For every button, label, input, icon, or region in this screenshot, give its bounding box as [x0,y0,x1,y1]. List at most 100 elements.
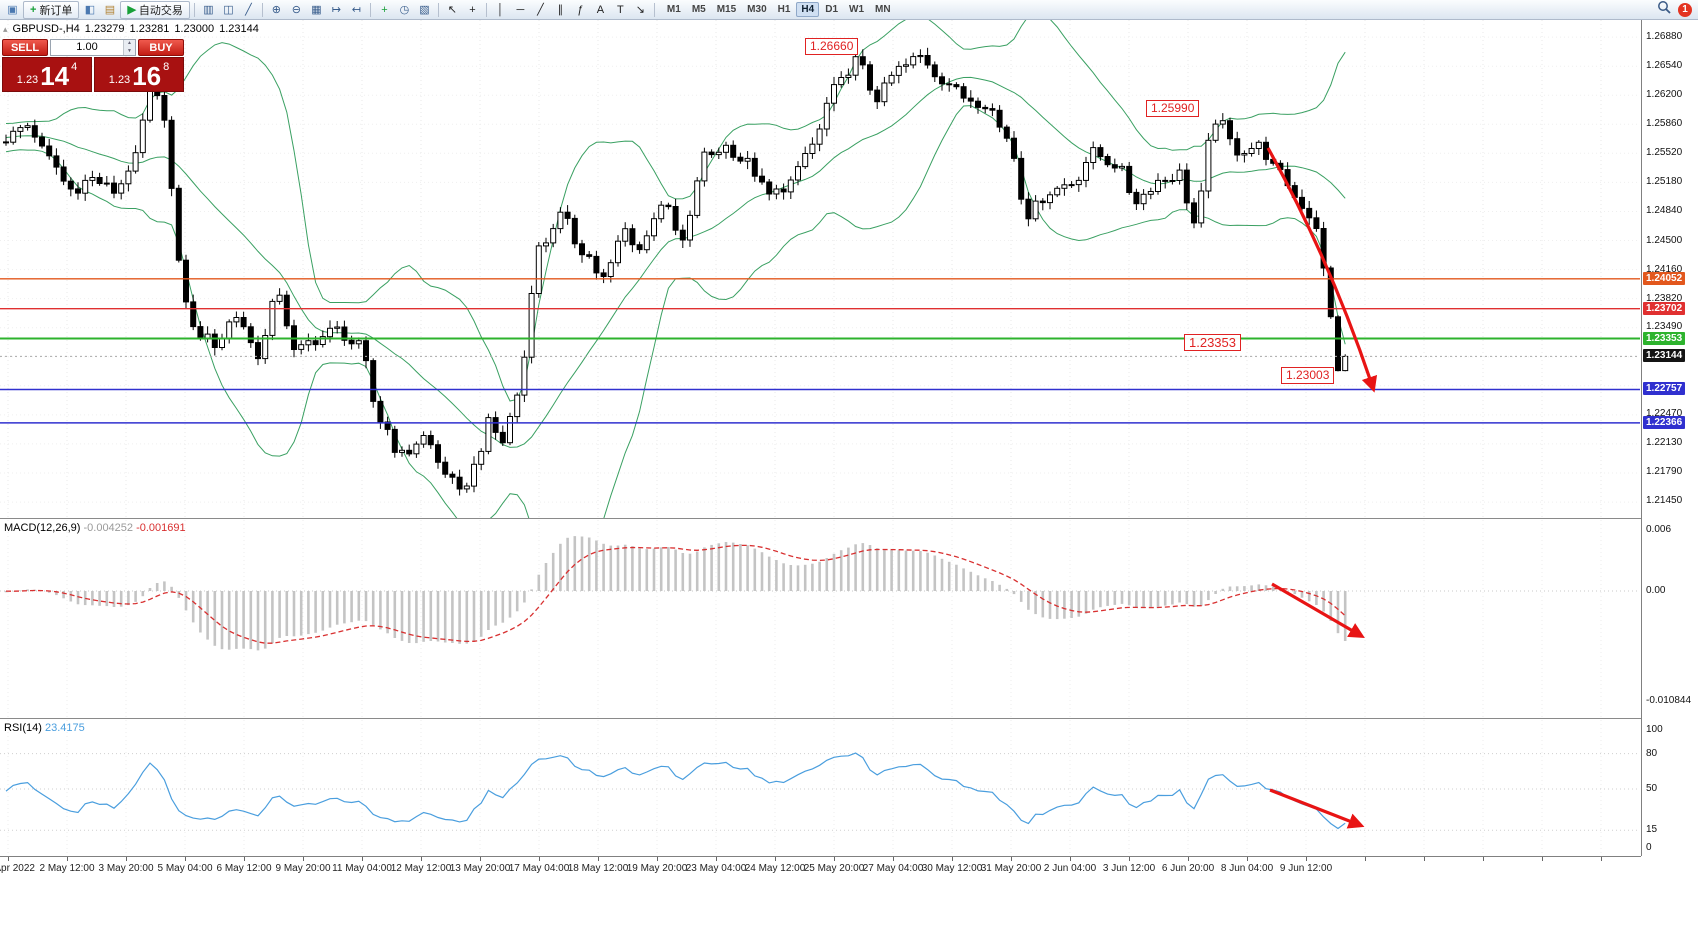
rsi-panel-canvas[interactable] [0,720,1640,856]
scale-label: 1.23820 [1646,293,1683,304]
symbol-period-label: GBPUSD-,H4 [12,23,80,35]
vertical-line-icon[interactable]: │ [496,3,504,16]
panel-separator[interactable] [0,718,1698,719]
timeframe-h1-button[interactable]: H1 [777,4,791,15]
price-badge: 1.22757 [1643,382,1686,395]
text-label-icon[interactable]: T [617,3,624,16]
scale-label: 0 [1646,842,1652,853]
indicators-icon[interactable]: + [381,3,388,16]
chart-shift-icon[interactable]: ↤ [351,3,362,16]
time-axis-tick [1424,857,1425,861]
zoom-in-icon[interactable]: ⊕ [271,3,282,16]
time-axis-label: 17 May 04:00 [508,863,570,874]
bar-chart-icon[interactable]: ▥ [203,3,214,16]
scale-label: 1.21790 [1646,466,1683,477]
time-axis-tick [657,857,658,861]
cursor-icon[interactable]: ↖ [447,3,458,16]
one-click-toggle-icon[interactable]: ▴ [3,23,8,34]
candlestick-chart-icon[interactable]: ◫ [223,3,234,16]
scale-label: 1.25860 [1646,118,1683,129]
timeframe-h4-button[interactable]: H4 [796,2,820,17]
text-icon[interactable]: A [596,3,605,16]
toolbar-separator [485,2,487,17]
time-axis-tick [126,857,127,861]
time-axis-tick [775,857,776,861]
time-axis-label: 9 May 20:00 [275,863,331,874]
data-window-icon[interactable]: ▤ [104,3,116,16]
trendline-icon[interactable]: ╱ [537,3,544,16]
search-icon[interactable] [1657,0,1671,19]
spinner-down-icon[interactable]: ▼ [124,47,135,55]
timeframe-mn-button[interactable]: MN [875,4,891,15]
scale-label: 1.24840 [1646,205,1683,216]
price-annotation[interactable]: 1.23353 [1184,334,1241,351]
line-chart-icon[interactable]: ╱ [245,3,252,16]
time-axis-tick [1011,857,1012,861]
time-axis-tick [1365,857,1366,861]
panel-separator[interactable] [0,518,1698,519]
new-order-button[interactable]: + 新订单 [23,0,80,19]
autotrading-button[interactable]: ▶ 自动交易 [120,0,190,19]
horizontal-line-icon[interactable]: ─ [516,3,525,16]
sell-price[interactable]: 1.23 14 4 [2,57,92,92]
price-annotation[interactable]: 1.25990 [1146,100,1200,117]
timeframe-d1-button[interactable]: D1 [825,4,839,15]
equidistant-channel-icon[interactable]: ∥ [557,3,564,16]
fibonacci-icon[interactable]: ƒ [577,3,584,16]
crosshair-icon[interactable]: + [469,3,476,16]
volume-field[interactable]: 1.00 ▲ ▼ [50,39,136,56]
tile-windows-icon[interactable]: ▦ [311,3,322,16]
price-badge: 1.23353 [1643,332,1686,345]
toolbar-separator [261,2,263,17]
buy-price[interactable]: 1.23 16 8 [94,57,184,92]
time-axis-tick [1542,857,1543,861]
price-scale[interactable]: 1.26880 1.26540 1.26200 1.25860 1.25520 1.251… [1641,20,1698,856]
spinner-up-icon[interactable]: ▲ [124,40,135,48]
templates-icon[interactable]: ▧ [419,3,430,16]
notification-badge[interactable]: 1 [1678,2,1692,17]
ohlc-open: 1.23279 [84,23,125,35]
time-axis-tick [303,857,304,861]
chart-window-icon[interactable]: ▣ [7,3,18,16]
scale-label: 100 [1646,724,1663,735]
time-axis-tick [67,857,68,861]
scale-label: 15 [1646,824,1658,835]
timeframe-m15-button[interactable]: M15 [716,4,737,15]
toolbar-left-group: ▣ + 新订单 ◧ ▤ ▶ 自动交易 ▥ ◫ ╱ ⊕ ⊖ ▦ ↦ ↤ + ◷ ▧ ↖ + │ ─ ╱ ∥ ƒ A T ↘ [3,0,658,19]
time-axis-label: 9 Jun 12:00 [1279,863,1333,874]
time-axis-tick [834,857,835,861]
timeframe-m1-button[interactable]: M1 [666,4,681,15]
timeframe-m5-button[interactable]: M5 [691,4,706,15]
buy-price-prefix: 1.23 [108,74,131,86]
toolbar-button-label: 自动交易 [138,4,183,17]
macd-name: MACD(12,26,9) [4,522,81,534]
periods-icon[interactable]: ◷ [399,3,410,16]
timeframe-m30-button[interactable]: M30 [747,4,767,15]
sell-price-big: 14 [40,61,70,91]
sell-price-sup: 4 [71,61,78,73]
arrow-objects-icon[interactable]: ↘ [635,3,646,16]
price-annotation[interactable]: 1.23003 [1281,367,1335,384]
time-axis-tick [1601,857,1602,861]
time-axis[interactable]: 29 Apr 2022 2 May 12:003 May 20:005 May 0… [0,856,1641,879]
market-watch-icon[interactable]: ◧ [84,3,96,16]
volume-spinner: ▲ ▼ [123,40,135,55]
time-axis-tick [8,857,9,861]
scale-label: -0.010844 [1646,695,1692,706]
price-annotation[interactable]: 1.26660 [805,38,859,55]
time-axis-tick [185,857,186,861]
main-chart-canvas[interactable] [0,20,1640,518]
auto-scroll-icon[interactable]: ↦ [331,3,342,16]
time-axis-label: 2 Jun 04:00 [1043,863,1097,874]
macd-panel-canvas[interactable] [0,520,1640,718]
time-axis-tick [952,857,953,861]
zoom-out-icon[interactable]: ⊖ [291,3,302,16]
sell-button[interactable]: SELL [2,39,48,56]
scale-label: 1.22470 [1646,408,1683,419]
timeframe-w1-button[interactable]: W1 [849,4,865,15]
buy-button[interactable]: BUY [138,39,184,56]
time-axis-tick [1129,857,1130,861]
scale-label: 1.21450 [1646,495,1683,506]
rsi-name: RSI(14) [4,722,42,734]
scale-label: 1.26880 [1646,31,1683,42]
